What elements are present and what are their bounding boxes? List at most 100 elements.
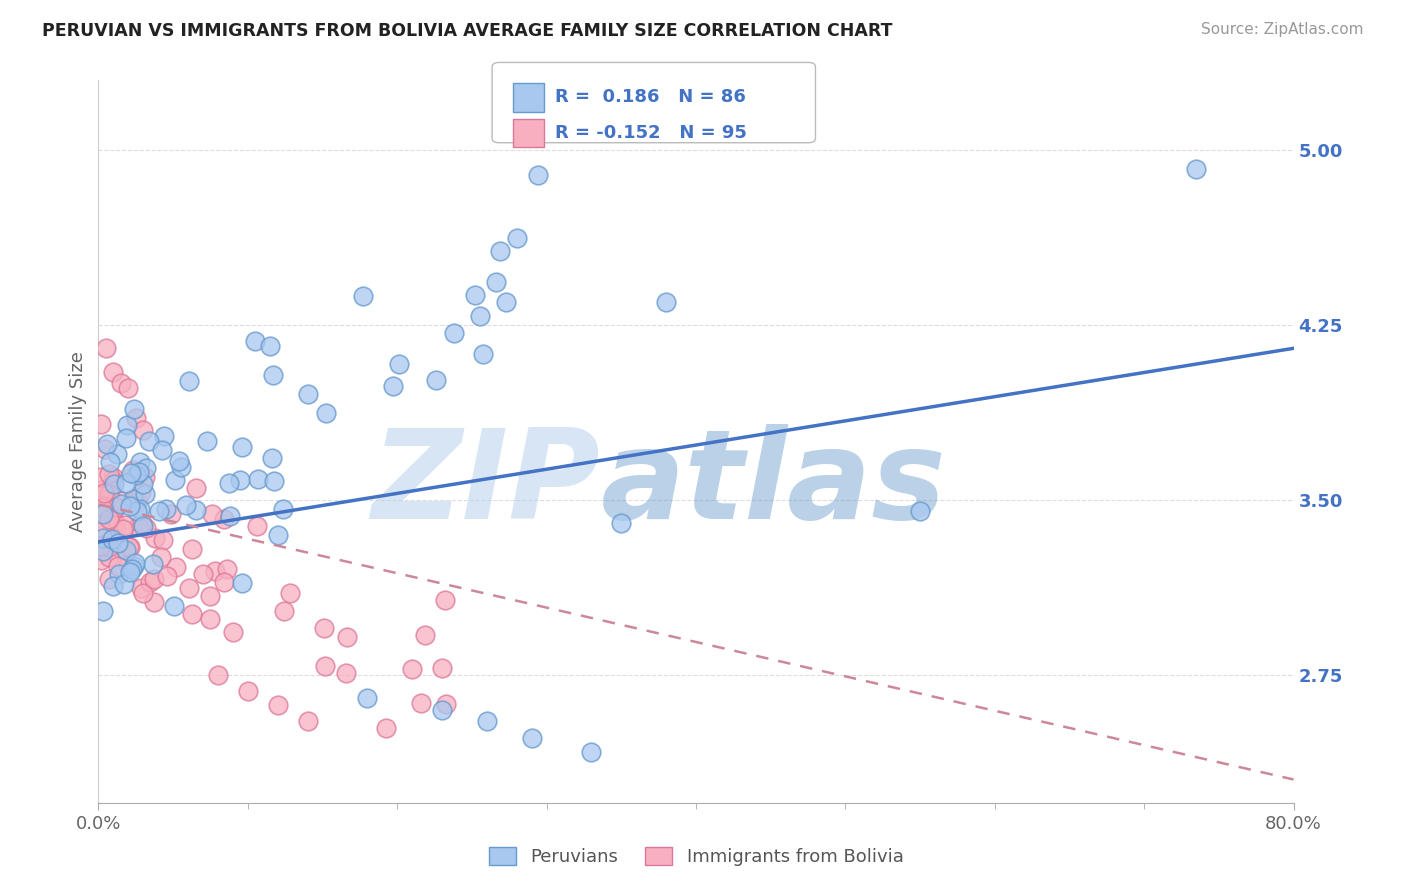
Point xyxy=(156,568,179,582)
Point xyxy=(231,440,253,454)
Point xyxy=(430,702,453,716)
Point xyxy=(430,661,453,675)
Point xyxy=(259,339,281,353)
Point xyxy=(91,507,114,521)
Point xyxy=(97,572,120,586)
Point xyxy=(97,540,120,554)
Point xyxy=(425,373,447,387)
Point xyxy=(97,512,120,526)
Point xyxy=(90,553,112,567)
Point xyxy=(246,519,269,533)
Point xyxy=(581,745,603,759)
Point xyxy=(131,519,153,533)
Point xyxy=(103,477,125,491)
Point xyxy=(90,470,112,484)
Point xyxy=(464,288,486,302)
Point xyxy=(114,577,136,591)
Legend: Peruvians, Immigrants from Bolivia: Peruvians, Immigrants from Bolivia xyxy=(481,839,911,873)
Text: atlas: atlas xyxy=(600,425,946,545)
Point xyxy=(236,684,259,698)
Point xyxy=(245,334,267,349)
Point xyxy=(134,486,156,500)
Point xyxy=(103,513,125,527)
Point xyxy=(124,492,146,507)
Point xyxy=(90,498,112,512)
Point xyxy=(434,593,457,607)
Point xyxy=(93,499,115,513)
Point xyxy=(129,581,152,595)
Point xyxy=(122,462,145,476)
Point xyxy=(93,442,115,456)
Point xyxy=(114,518,136,533)
Point xyxy=(218,508,240,523)
Point xyxy=(107,535,129,549)
Point xyxy=(125,495,148,509)
Point xyxy=(271,502,294,516)
Point xyxy=(131,477,153,491)
Point xyxy=(356,690,378,705)
Point xyxy=(118,540,141,554)
Point xyxy=(170,459,193,474)
Point xyxy=(148,504,170,518)
Point xyxy=(110,376,132,391)
Point xyxy=(110,541,132,556)
Point xyxy=(266,528,288,542)
Point xyxy=(98,487,121,501)
Point xyxy=(247,472,270,486)
Point xyxy=(97,491,120,506)
Point xyxy=(218,476,240,491)
Point xyxy=(375,721,398,735)
Point xyxy=(204,564,226,578)
Point xyxy=(118,540,141,554)
Point xyxy=(94,341,117,355)
Point xyxy=(98,550,121,565)
Point xyxy=(98,498,121,512)
Point xyxy=(138,434,160,449)
Point xyxy=(101,532,124,546)
Point xyxy=(475,714,498,729)
Point xyxy=(278,585,301,599)
Point xyxy=(177,581,200,595)
Point xyxy=(134,470,156,484)
Point xyxy=(297,386,319,401)
Point xyxy=(152,533,174,547)
Point xyxy=(93,485,115,500)
Point xyxy=(488,244,510,258)
Point xyxy=(409,696,432,710)
Point xyxy=(128,465,150,479)
Point xyxy=(215,562,238,576)
Point xyxy=(91,603,114,617)
Point xyxy=(132,423,155,437)
Point xyxy=(90,539,112,553)
Point xyxy=(103,365,125,379)
Point xyxy=(184,481,207,495)
Point xyxy=(105,447,128,461)
Point xyxy=(152,442,174,457)
Point xyxy=(181,542,204,557)
Point xyxy=(127,519,149,533)
Point xyxy=(198,589,221,603)
Point xyxy=(212,575,235,590)
Point xyxy=(163,599,186,614)
Point xyxy=(434,697,457,711)
Point xyxy=(107,566,129,581)
Point xyxy=(129,485,152,500)
Point xyxy=(177,374,200,388)
Point xyxy=(90,538,112,552)
Point xyxy=(91,531,114,545)
Point xyxy=(90,524,112,539)
Point xyxy=(908,504,931,518)
Text: R =  0.186   N = 86: R = 0.186 N = 86 xyxy=(555,88,747,106)
Point xyxy=(105,500,128,514)
Point xyxy=(184,503,207,517)
Point xyxy=(352,289,374,303)
Point xyxy=(485,275,508,289)
Point xyxy=(96,437,118,451)
Y-axis label: Average Family Size: Average Family Size xyxy=(69,351,87,532)
Point xyxy=(104,516,127,530)
Text: Source: ZipAtlas.com: Source: ZipAtlas.com xyxy=(1201,22,1364,37)
Point xyxy=(214,512,236,526)
Point xyxy=(131,516,153,531)
Point xyxy=(100,483,122,497)
Point xyxy=(150,550,173,565)
